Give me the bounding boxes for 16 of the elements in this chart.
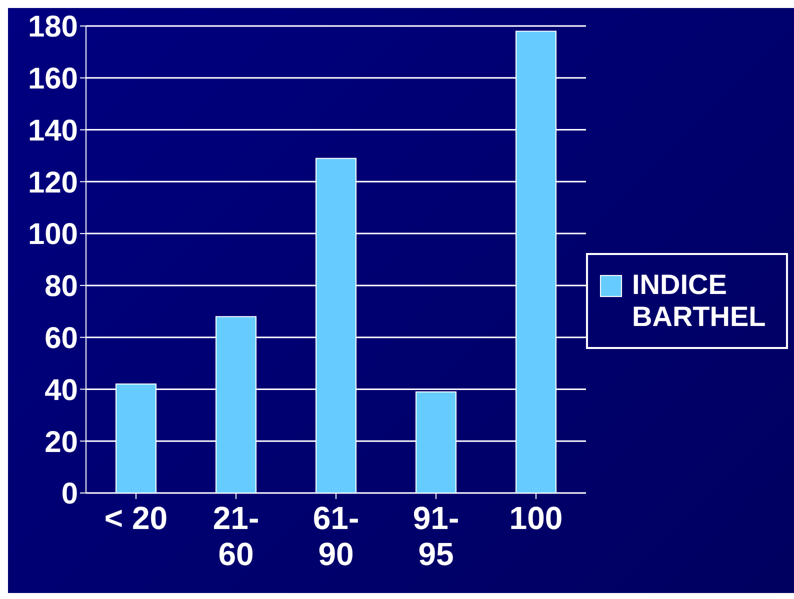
y-tick-label: 140 [28, 114, 78, 148]
y-tick-label: 20 [44, 426, 78, 459]
y-tick-label: 100 [28, 218, 78, 252]
x-tick-label: 91-95 [412, 500, 460, 572]
y-tick-label: 40 [44, 374, 78, 407]
x-tick-label: 100 [509, 500, 563, 536]
x-tick-label: 21-60 [212, 500, 260, 572]
y-tick-label: 60 [44, 322, 78, 355]
legend-label: INDICE BARTHEL [632, 268, 767, 332]
y-tick-label: 0 [61, 478, 78, 511]
y-tick-label: 120 [28, 166, 78, 200]
y-tick-label: 80 [44, 270, 78, 304]
x-tick-label: < 20 [104, 500, 168, 536]
y-tick-label: 160 [28, 62, 78, 96]
y-tick-label: 180 [28, 10, 78, 44]
x-tick-label: 61-90 [312, 500, 360, 572]
